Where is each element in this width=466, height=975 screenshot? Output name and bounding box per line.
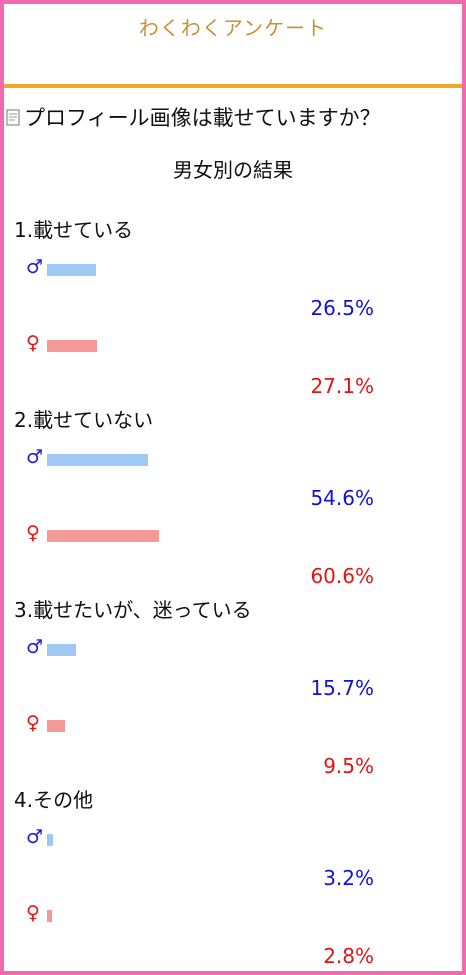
result-label: 2.載せていない xyxy=(14,408,154,432)
female-percentage: 60.6% xyxy=(310,564,374,588)
female-percentage: 27.1% xyxy=(310,374,374,398)
result-item: 2.載せていない ♂ 54.6% ♀ 60.6% xyxy=(4,404,462,588)
result-item: 3.載せたいが、迷っている ♂ 15.7% ♀ 9.5% xyxy=(4,594,462,778)
document-icon xyxy=(6,109,20,125)
female-symbol-icon: ♀ xyxy=(26,712,40,734)
male-percentage: 54.6% xyxy=(310,486,374,510)
male-bar xyxy=(47,834,53,846)
male-percentage: 26.5% xyxy=(310,296,374,320)
male-symbol-icon: ♂ xyxy=(26,826,44,848)
female-percentage: 9.5% xyxy=(323,754,374,778)
question-text: プロフィール画像は載せていますか？ xyxy=(24,106,381,130)
female-bar xyxy=(47,340,97,352)
male-bar xyxy=(47,644,76,656)
female-bar xyxy=(47,720,65,732)
female-symbol-icon: ♀ xyxy=(26,902,40,924)
male-bar xyxy=(47,454,148,466)
female-bar xyxy=(47,910,52,922)
result-item: 1.載せている ♂ 26.5% ♀ 27.1% xyxy=(4,214,462,398)
male-percentage: 3.2% xyxy=(323,866,374,890)
header: わくわくアンケート xyxy=(4,4,462,84)
result-label: 3.載せたいが、迷っている xyxy=(14,598,252,622)
page-title: わくわくアンケート xyxy=(138,16,328,40)
header-divider xyxy=(4,84,462,88)
question: プロフィール画像は載せていますか？ xyxy=(6,102,462,132)
male-symbol-icon: ♂ xyxy=(26,446,44,468)
female-bar xyxy=(47,530,159,542)
male-percentage: 15.7% xyxy=(310,676,374,700)
female-symbol-icon: ♀ xyxy=(26,522,40,544)
result-label: 1.載せている xyxy=(14,218,134,242)
results-subtitle: 男女別の結果 xyxy=(173,158,293,182)
male-symbol-icon: ♂ xyxy=(26,256,44,278)
result-item: 4.その他 ♂ 3.2% ♀ 2.8% xyxy=(4,784,462,968)
male-bar xyxy=(47,264,96,276)
male-symbol-icon: ♂ xyxy=(26,636,44,658)
result-label: 4.その他 xyxy=(14,788,94,812)
female-symbol-icon: ♀ xyxy=(26,332,40,354)
female-percentage: 2.8% xyxy=(323,944,374,968)
